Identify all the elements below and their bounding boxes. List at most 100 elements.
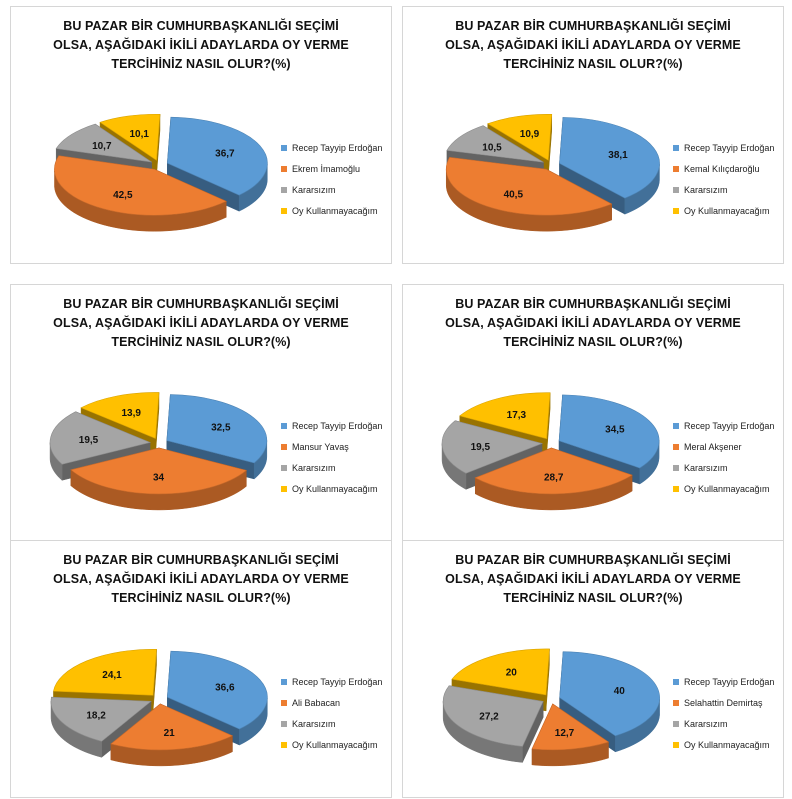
pie-chart: 40 12,7 27,2 20 <box>442 648 660 767</box>
data-label: 36,7 <box>215 149 235 160</box>
pie-slice <box>167 650 268 730</box>
pie-slice <box>558 394 660 469</box>
pie-chart: 38,1 40,5 10,5 10,9 <box>445 114 660 232</box>
chart-title-line: TERCİHİNİZ NASIL OLUR?(%) <box>111 591 291 605</box>
chart-title: BU PAZAR BİR CUMHURBAŞKANLIĞI SEÇİMİ OLSA… <box>21 295 381 352</box>
pie-slice <box>54 155 227 216</box>
legend-swatch <box>673 741 679 748</box>
legend-swatch <box>281 699 287 706</box>
chart-title-line: TERCİHİNİZ NASIL OLUR?(%) <box>111 335 291 349</box>
legend-swatch <box>281 741 287 748</box>
legend-item: Recep Tayyip Erdoğan <box>281 415 382 436</box>
legend-swatch <box>673 165 679 172</box>
pie-slice <box>459 392 551 440</box>
legend-label: Recep Tayyip Erdoğan <box>292 142 383 153</box>
legend-swatch <box>281 144 287 151</box>
legend-item: Meral Akşener <box>673 436 774 457</box>
poll-chart-panel: BU PAZAR BİR CUMHURBAŞKANLIĞI SEÇİMİ OLSA… <box>10 540 392 798</box>
legend-item: Kararsızım <box>673 713 774 734</box>
legend-label: Oy Kullanmayacağım <box>292 739 378 750</box>
legend-label: Oy Kullanmayacağım <box>684 205 770 216</box>
legend-label: Recep Tayyip Erdoğan <box>684 420 775 431</box>
pie-slice <box>446 125 544 163</box>
pie-slice <box>80 392 160 439</box>
pie-slice <box>167 116 268 196</box>
legend-label: Kararsızım <box>292 718 336 729</box>
data-label: 20 <box>506 667 518 678</box>
pie-chart: 36,6 21 18,2 24,1 <box>50 649 268 767</box>
legend-swatch <box>673 720 679 727</box>
pie-slice <box>445 156 613 216</box>
chart-title-line: BU PAZAR BİR CUMHURBAŞKANLIĞI SEÇİMİ <box>455 553 731 567</box>
legend-swatch <box>673 207 679 214</box>
chart-legend: Recep Tayyip Erdoğan Kemal Kılıçdaroğlu Ka… <box>673 137 774 221</box>
legend-swatch <box>281 165 287 172</box>
pie-slice <box>53 649 157 696</box>
legend-item: Ekrem İmamoğlu <box>281 158 382 179</box>
data-label: 34 <box>153 473 165 484</box>
pie-slice <box>474 447 633 495</box>
legend-swatch <box>281 186 287 193</box>
legend-item: Kararsızım <box>281 713 382 734</box>
chart-title: BU PAZAR BİR CUMHURBAŞKANLIĞI SEÇİMİ OLSA… <box>413 17 773 74</box>
legend-item: Mansur Yavaş <box>281 436 382 457</box>
chart-title: BU PAZAR BİR CUMHURBAŞKANLIĞI SEÇİMİ OLSA… <box>413 295 773 352</box>
legend-label: Oy Kullanmayacağım <box>684 483 770 494</box>
legend-item: Oy Kullanmayacağım <box>281 734 382 755</box>
chart-title-line: OLSA, AŞAĞIDAKİ İKİLİ ADAYLARDA OY VERME <box>53 38 349 52</box>
chart-title-line: TERCİHİNİZ NASIL OLUR?(%) <box>503 335 683 349</box>
legend-swatch <box>673 422 679 429</box>
pie-slice <box>559 651 660 737</box>
data-label: 19,5 <box>471 442 491 453</box>
pie-slice <box>70 447 247 495</box>
poll-chart-panel: BU PAZAR BİR CUMHURBAŞKANLIĞI SEÇİMİ OLSA… <box>10 6 392 264</box>
data-label: 40 <box>614 686 626 697</box>
pie-slice <box>487 114 553 161</box>
legend-swatch <box>281 464 287 471</box>
legend-label: Ali Babacan <box>292 697 341 708</box>
pie-slice <box>55 123 152 163</box>
data-label: 10,7 <box>92 141 112 152</box>
legend-item: Ali Babacan <box>281 692 382 713</box>
data-label: 17,3 <box>507 410 527 421</box>
data-label: 12,7 <box>555 728 575 739</box>
legend-item: Recep Tayyip Erdoğan <box>673 671 774 692</box>
data-label: 24,1 <box>102 670 122 681</box>
legend-label: Recep Tayyip Erdoğan <box>684 676 775 687</box>
chart-title-line: BU PAZAR BİR CUMHURBAŞKANLIĞI SEÇİMİ <box>455 19 731 33</box>
legend-label: Kararsızım <box>684 718 728 729</box>
legend-label: Kemal Kılıçdaroğlu <box>684 163 760 174</box>
data-label: 27,2 <box>479 711 499 722</box>
legend-label: Recep Tayyip Erdoğan <box>292 420 383 431</box>
chart-title-line: TERCİHİNİZ NASIL OLUR?(%) <box>503 591 683 605</box>
legend-label: Ekrem İmamoğlu <box>292 163 361 174</box>
legend-swatch <box>673 485 679 492</box>
data-label: 10,5 <box>482 142 502 153</box>
legend-swatch <box>281 422 287 429</box>
pie-slice <box>110 703 234 751</box>
legend-item: Oy Kullanmayacağım <box>673 200 774 221</box>
chart-legend: Recep Tayyip Erdoğan Ekrem İmamoğlu Karars… <box>281 137 382 221</box>
legend-item: Recep Tayyip Erdoğan <box>673 415 774 436</box>
poll-chart-panel: BU PAZAR BİR CUMHURBAŞKANLIĞI SEÇİMİ OLSA… <box>402 540 784 798</box>
poll-chart-panel: BU PAZAR BİR CUMHURBAŞKANLIĞI SEÇİMİ OLSA… <box>402 284 784 542</box>
chart-title: BU PAZAR BİR CUMHURBAŞKANLIĞI SEÇİMİ OLSA… <box>21 17 381 74</box>
data-label: 36,6 <box>215 682 235 693</box>
data-label: 42,5 <box>113 190 133 201</box>
poll-chart-panel: BU PAZAR BİR CUMHURBAŞKANLIĞI SEÇİMİ OLSA… <box>10 284 392 542</box>
chart-title-line: BU PAZAR BİR CUMHURBAŞKANLIĞI SEÇİMİ <box>63 19 339 33</box>
legend-item: Oy Kullanmayacağım <box>281 200 382 221</box>
data-label: 10,1 <box>129 129 149 140</box>
legend-label: Meral Akşener <box>684 441 742 452</box>
chart-title-line: OLSA, AŞAĞIDAKİ İKİLİ ADAYLARDA OY VERME <box>445 38 741 52</box>
data-label: 18,2 <box>86 711 106 722</box>
legend-item: Kararsızım <box>281 179 382 200</box>
legend-item: Oy Kullanmayacağım <box>673 734 774 755</box>
data-label: 32,5 <box>211 423 231 434</box>
pie-slice <box>99 113 161 161</box>
legend-item: Selahattin Demirtaş <box>673 692 774 713</box>
legend-swatch <box>673 186 679 193</box>
pie-slice <box>49 411 152 465</box>
chart-legend: Recep Tayyip Erdoğan Mansur Yavaş Kararsız… <box>281 415 382 499</box>
legend-swatch <box>673 678 679 685</box>
